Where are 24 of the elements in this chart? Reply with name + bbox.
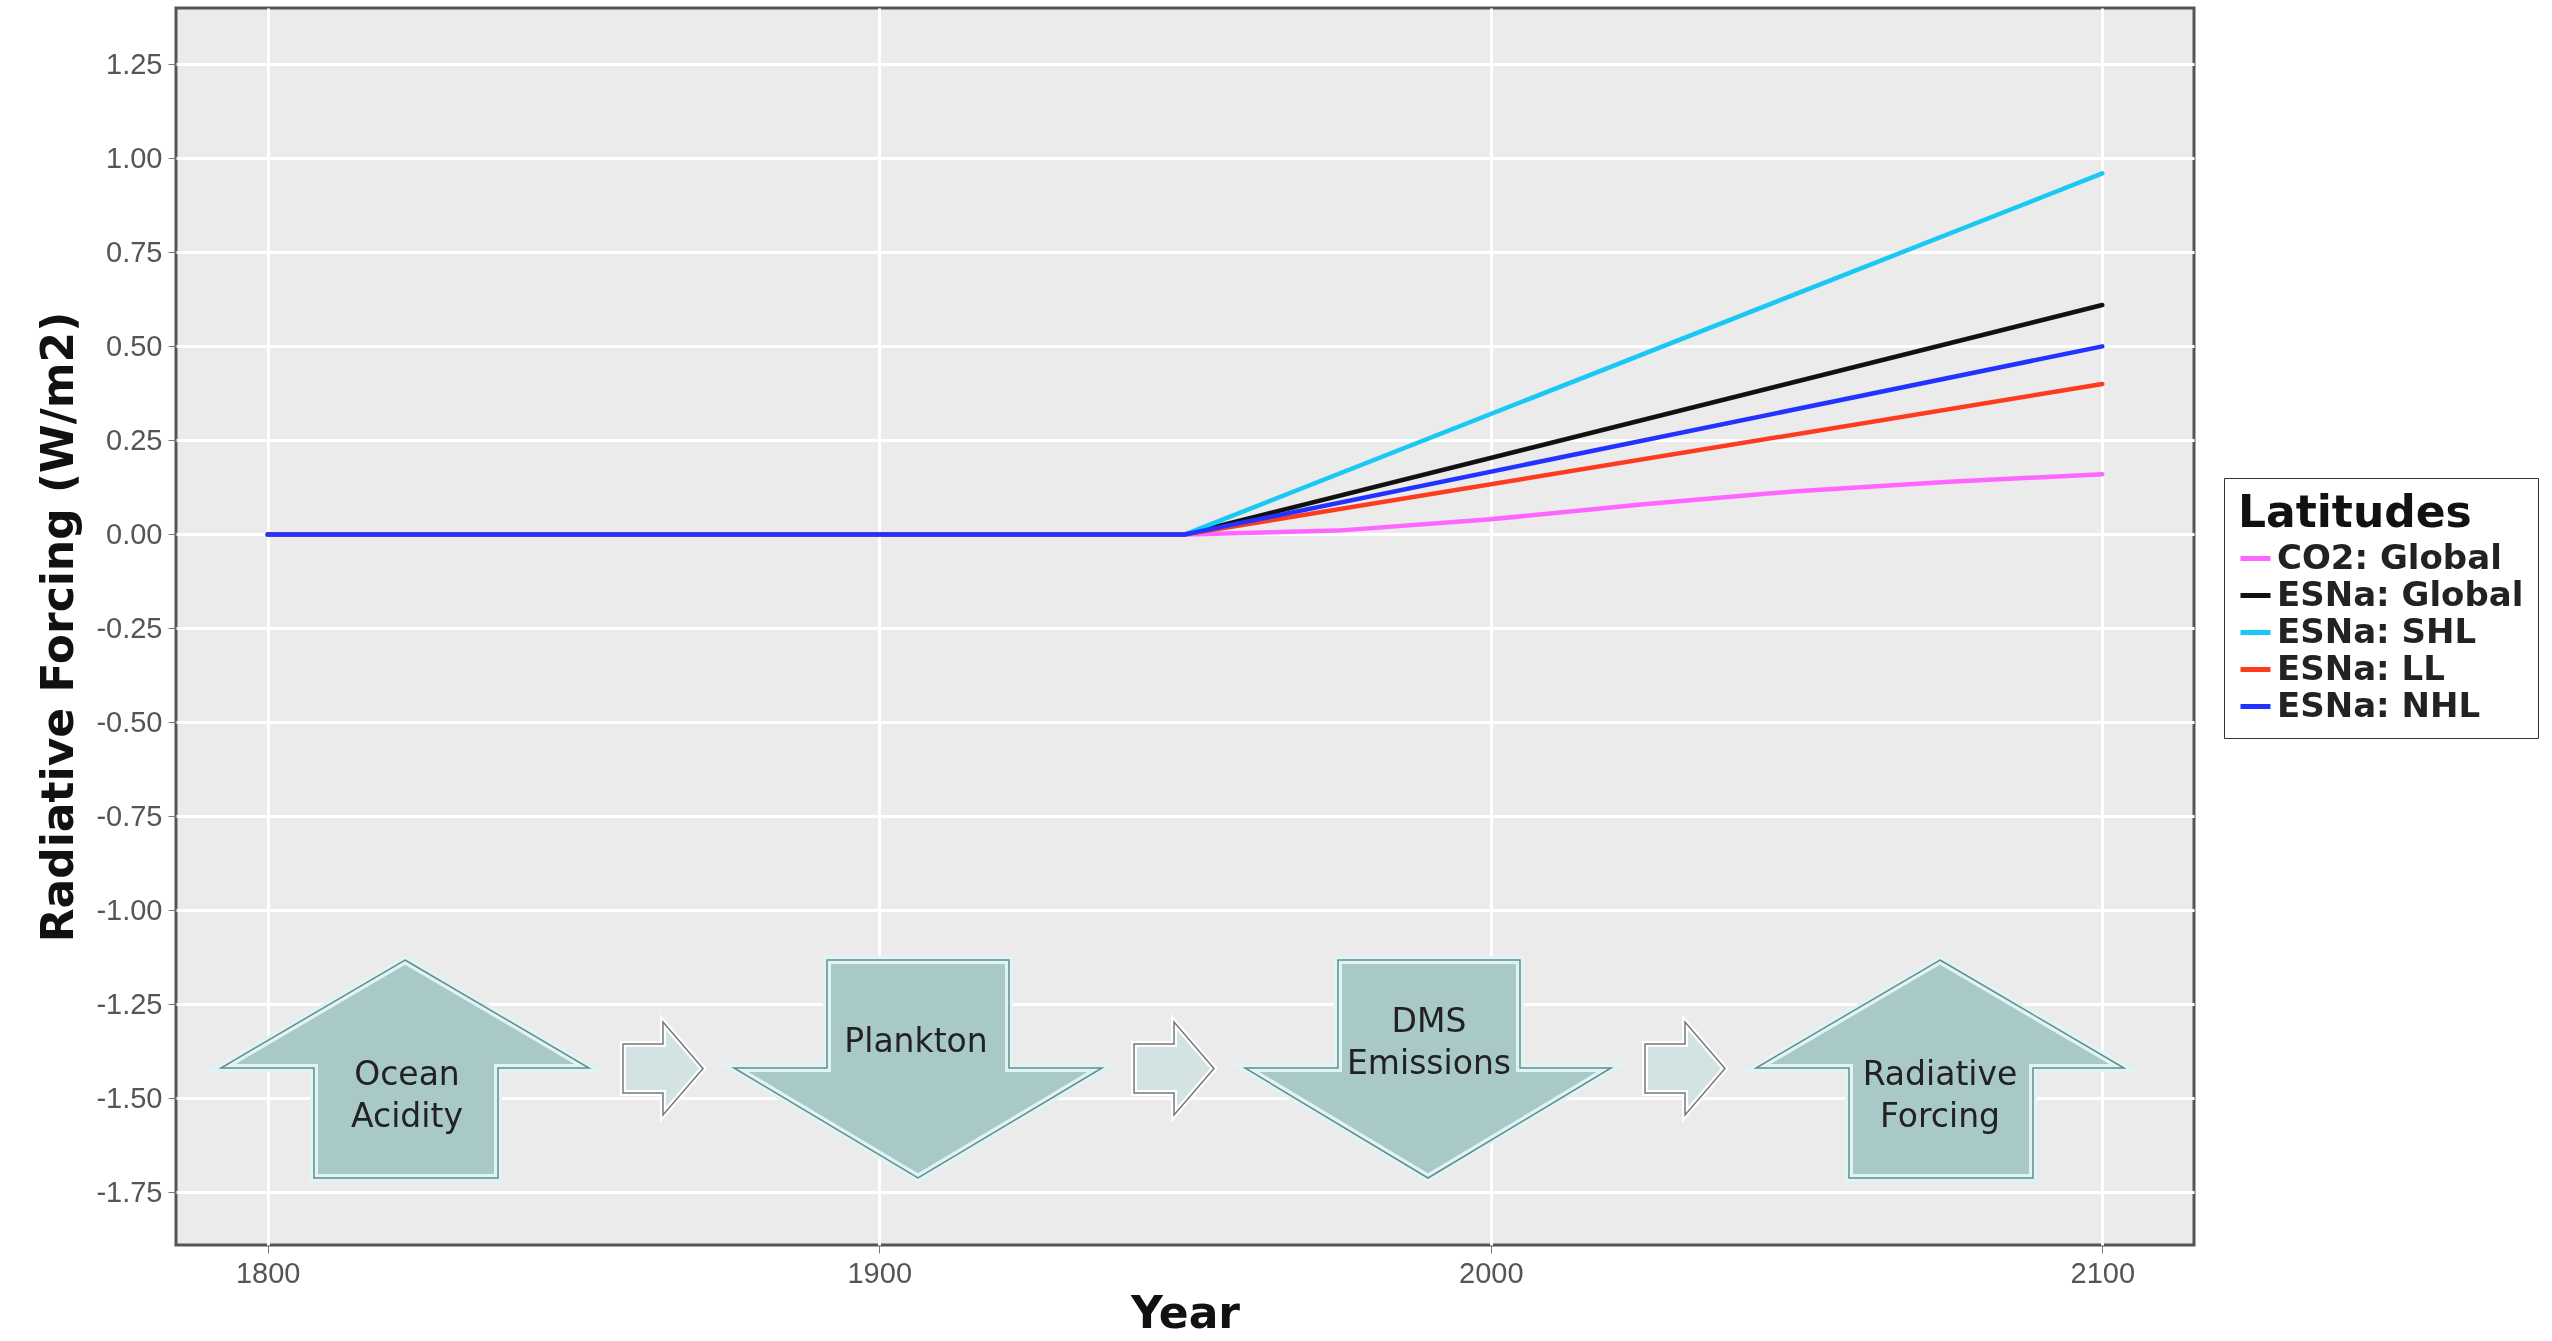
- y-tick-label: -1.50: [96, 1081, 163, 1114]
- y-tick-label: 1.25: [106, 47, 163, 80]
- y-tick-label: -1.00: [96, 893, 163, 926]
- y-tick-label: -1.75: [96, 1175, 163, 1208]
- y-tick-label: 1.00: [106, 141, 163, 174]
- annotation: Plankton: [844, 1020, 988, 1060]
- x-tick-label: 2000: [1459, 1256, 1524, 1289]
- x-tick-label: 1800: [235, 1256, 301, 1289]
- x-tick-label: 2100: [2070, 1256, 2136, 1289]
- y-tick-label: -1.25: [96, 987, 163, 1020]
- x-tick-label: 1900: [847, 1256, 912, 1289]
- annotation: Radiative Forcing: [1862, 1053, 2018, 1135]
- annotation: DMS Emissions: [1346, 1000, 1512, 1082]
- y-tick-label: 0.25: [106, 423, 163, 456]
- y-tick-label: 0.50: [106, 329, 163, 362]
- legend-title: Latitudes: [2238, 486, 2472, 537]
- y-tick-label: -0.25: [96, 611, 163, 644]
- y-tick-label: -0.50: [96, 705, 163, 738]
- y-axis-title: Radiative Forcing (W/m2): [32, 311, 84, 943]
- x-axis-title: Year: [1129, 1286, 1241, 1338]
- annotation: Ocean Acidity: [351, 1053, 463, 1135]
- y-tick-label: -0.75: [96, 799, 163, 832]
- y-tick-label: 0.75: [106, 235, 163, 268]
- y-tick-label: 0.00: [106, 517, 163, 550]
